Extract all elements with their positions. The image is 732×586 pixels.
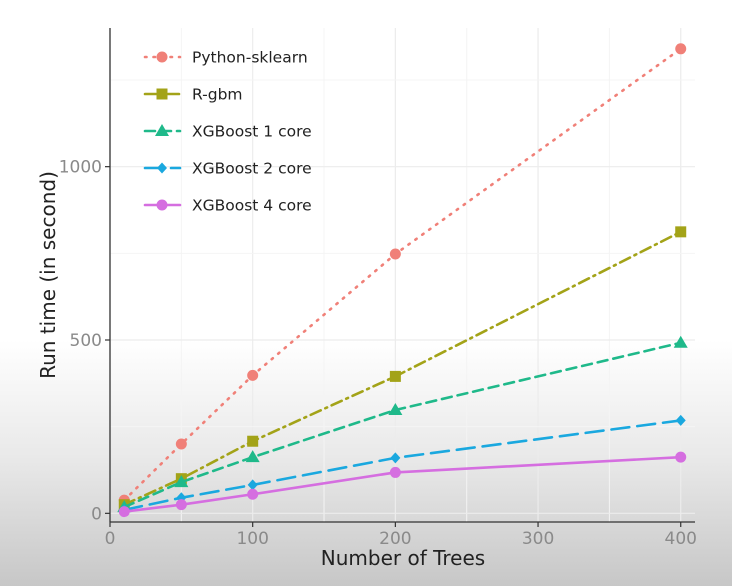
- data-point: [675, 43, 687, 55]
- data-point: [174, 475, 189, 488]
- data-point: [247, 479, 258, 491]
- series-group: [117, 43, 688, 518]
- data-point: [675, 451, 687, 463]
- data-point: [389, 466, 401, 478]
- series-0: [118, 43, 687, 506]
- legend-item: R-gbm: [143, 86, 243, 104]
- data-point: [390, 452, 401, 464]
- legend-item: XGBoost 2 core: [143, 160, 312, 178]
- data-point: [675, 414, 686, 426]
- x-tick-label: 300: [522, 529, 554, 549]
- grid: [109, 28, 695, 522]
- series-line: [122, 230, 683, 506]
- data-point: [389, 370, 401, 382]
- y-axis-title: Run time (in second): [36, 171, 60, 379]
- data-point: [247, 435, 259, 447]
- legend: Python-sklearn R-gbm XGBoost 1 core XGBoost…: [143, 49, 312, 215]
- data-point: [388, 403, 403, 416]
- data-point: [673, 335, 688, 348]
- legend-label: XGBoost 4 core: [192, 197, 312, 215]
- axes: 0 100 200 300 400 0 500 1000: [59, 28, 697, 549]
- series-1: [118, 226, 687, 511]
- data-point: [175, 438, 187, 450]
- y-tick-label: 1000: [59, 158, 102, 178]
- x-tick-label: 0: [105, 529, 116, 549]
- data-point: [175, 499, 187, 511]
- y-tick-label: 500: [70, 331, 102, 351]
- legend-label: XGBoost 2 core: [192, 160, 312, 178]
- x-tick-label: 200: [379, 529, 411, 549]
- data-point: [675, 226, 687, 238]
- data-point: [389, 248, 401, 260]
- legend-item: Python-sklearn: [143, 49, 308, 67]
- data-point: [247, 488, 259, 500]
- series-4: [118, 451, 687, 518]
- legend-label: XGBoost 1 core: [192, 123, 312, 141]
- legend-marker: [156, 51, 168, 63]
- y-tick-label: 0: [91, 504, 102, 524]
- legend-marker: [156, 199, 168, 211]
- data-point: [247, 369, 259, 381]
- x-tick-label: 400: [665, 529, 697, 549]
- legend-marker: [155, 124, 169, 136]
- legend-marker: [156, 88, 168, 100]
- series-line: [122, 341, 683, 509]
- legend-item: XGBoost 4 core: [143, 197, 312, 215]
- x-tick-label: 100: [236, 529, 268, 549]
- legend-label: Python-sklearn: [192, 49, 308, 67]
- legend-label: R-gbm: [192, 86, 243, 104]
- data-point: [245, 450, 260, 463]
- x-axis-title: Number of Trees: [321, 546, 485, 570]
- legend-item: XGBoost 1 core: [143, 123, 312, 141]
- legend-marker: [157, 162, 167, 174]
- data-point: [118, 506, 130, 518]
